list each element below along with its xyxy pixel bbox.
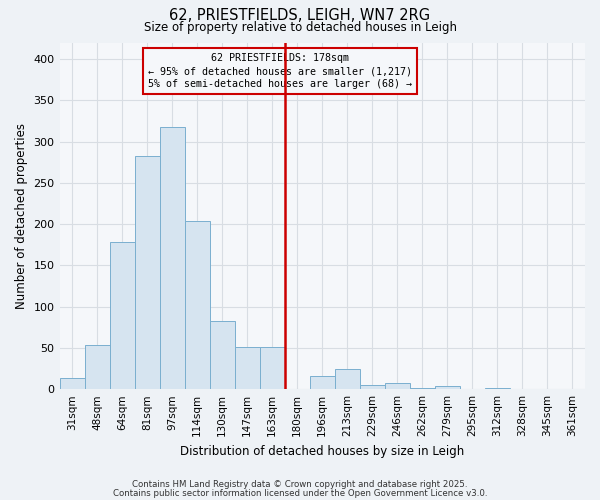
Bar (385, 382, 410, 389)
Text: 62, PRIESTFIELDS, LEIGH, WN7 2RG: 62, PRIESTFIELDS, LEIGH, WN7 2RG (169, 8, 431, 22)
Bar (110, 242, 134, 389)
Bar (310, 376, 335, 389)
Text: 62 PRIESTFIELDS: 178sqm
← 95% of detached houses are smaller (1,217)
5% of semi-: 62 PRIESTFIELDS: 178sqm ← 95% of detache… (148, 53, 412, 90)
Text: Size of property relative to detached houses in Leigh: Size of property relative to detached ho… (143, 21, 457, 34)
Bar (435, 386, 460, 389)
Text: Contains HM Land Registry data © Crown copyright and database right 2025.: Contains HM Land Registry data © Crown c… (132, 480, 468, 489)
Y-axis label: Number of detached properties: Number of detached properties (15, 123, 28, 309)
Bar (360, 385, 385, 389)
Bar (85, 346, 110, 389)
Text: Contains public sector information licensed under the Open Government Licence v3: Contains public sector information licen… (113, 488, 487, 498)
Bar (59, 378, 85, 389)
Bar (235, 347, 260, 389)
Bar (485, 388, 510, 389)
Bar (185, 221, 209, 389)
X-axis label: Distribution of detached houses by size in Leigh: Distribution of detached houses by size … (180, 444, 464, 458)
Bar (410, 388, 435, 389)
Bar (335, 370, 360, 389)
Bar (134, 156, 160, 389)
Bar (160, 126, 185, 389)
Bar (209, 320, 235, 389)
Bar (260, 347, 285, 389)
